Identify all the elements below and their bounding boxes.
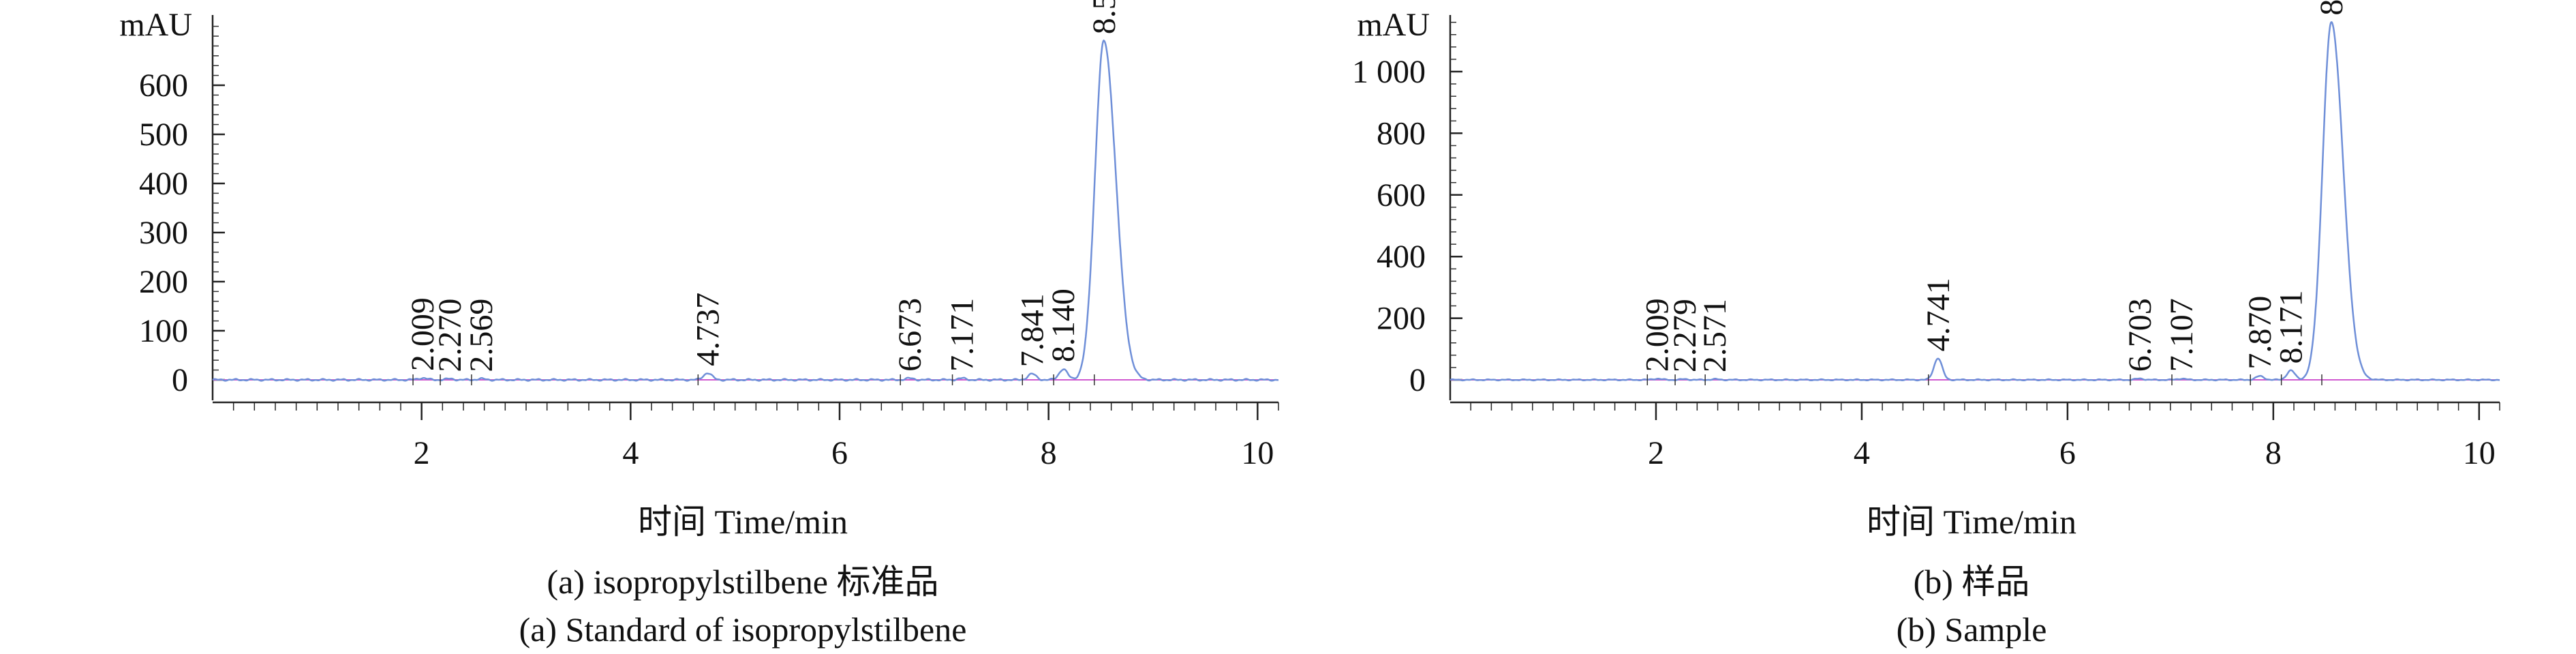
y-tick-label: 0 — [172, 362, 188, 398]
x-tick-label: 10 — [2463, 435, 2496, 471]
peak-label: 8.529 — [1086, 0, 1122, 34]
panel-a: 0 100 200 300 400 500 600 mAU 2 4 6 8 10 时间 Time/min (… — [119, 0, 1279, 649]
x-axis-label: 时间 Time/min — [638, 503, 848, 541]
peak-label: 2.569 — [463, 299, 500, 372]
peak-label: 2.279 — [1667, 299, 1703, 372]
y-axis-label: mAU — [119, 7, 192, 43]
panel-b: 0 200 400 600 800 1 000 mAU 2 4 6 8 10 时间 Time/min (b… — [1352, 0, 2500, 649]
panel-caption-en: (b) Sample — [1897, 610, 2047, 649]
y-tick-label: 600 — [1377, 177, 1426, 213]
y-tick-label: 600 — [139, 68, 188, 104]
peak-label: 2.009 — [1639, 298, 1675, 372]
x-tick-label: 8 — [2265, 435, 2282, 471]
panel-caption-cn: (b) 样品 — [1914, 563, 2030, 601]
panel-caption-en: (a) Standard of isopropylstilbene — [519, 610, 967, 649]
chromatogram-trace — [1450, 20, 2500, 382]
y-tick-label: 400 — [1377, 239, 1426, 275]
x-axis-label: 时间 Time/min — [1867, 503, 2076, 541]
y-tick-label: 1 000 — [1352, 54, 1426, 90]
peak-label: 6.703 — [2122, 298, 2158, 372]
chromatogram-trace — [212, 39, 1279, 382]
peak-label: 2.270 — [432, 299, 468, 372]
x-tick-label: 4 — [1854, 435, 1870, 471]
y-tick-label: 100 — [139, 313, 188, 349]
peak-label: 8.140 — [1045, 288, 1082, 362]
peak-label: 2.009 — [405, 297, 441, 371]
y-tick-label: 200 — [1377, 301, 1426, 337]
y-tick-label: 0 — [1409, 362, 1426, 398]
y-tick-label: 400 — [139, 166, 188, 202]
peak-label: 7.841 — [1014, 293, 1050, 367]
y-tick-label: 300 — [139, 215, 188, 251]
peak-label: 6.673 — [892, 298, 928, 372]
peak-label: 2.571 — [1697, 299, 1733, 372]
x-tick-label: 4 — [622, 435, 639, 471]
x-tick-label: 2 — [414, 435, 430, 471]
x-tick-label: 10 — [1241, 435, 1274, 471]
peak-label: 4.737 — [690, 293, 726, 366]
x-tick-label: 8 — [1041, 435, 1057, 471]
y-axis-label: mAU — [1357, 7, 1430, 43]
peak-label: 8.564 — [2314, 0, 2350, 16]
peak-label: 4.741 — [1920, 278, 1957, 351]
peak-label: 7.171 — [945, 298, 981, 372]
x-tick-label: 6 — [2059, 435, 2076, 471]
panel-caption-cn: (a) isopropylstilbene 标准品 — [547, 563, 939, 601]
y-tick-label: 500 — [139, 117, 188, 153]
x-tick-label: 6 — [831, 435, 848, 471]
y-tick-label: 800 — [1377, 115, 1426, 151]
peak-label: 8.171 — [2273, 290, 2310, 363]
peak-label: 7.107 — [2164, 298, 2200, 372]
x-tick-label: 2 — [1648, 435, 1664, 471]
peak-label: 7.870 — [2242, 296, 2278, 370]
y-tick-label: 200 — [139, 264, 188, 300]
